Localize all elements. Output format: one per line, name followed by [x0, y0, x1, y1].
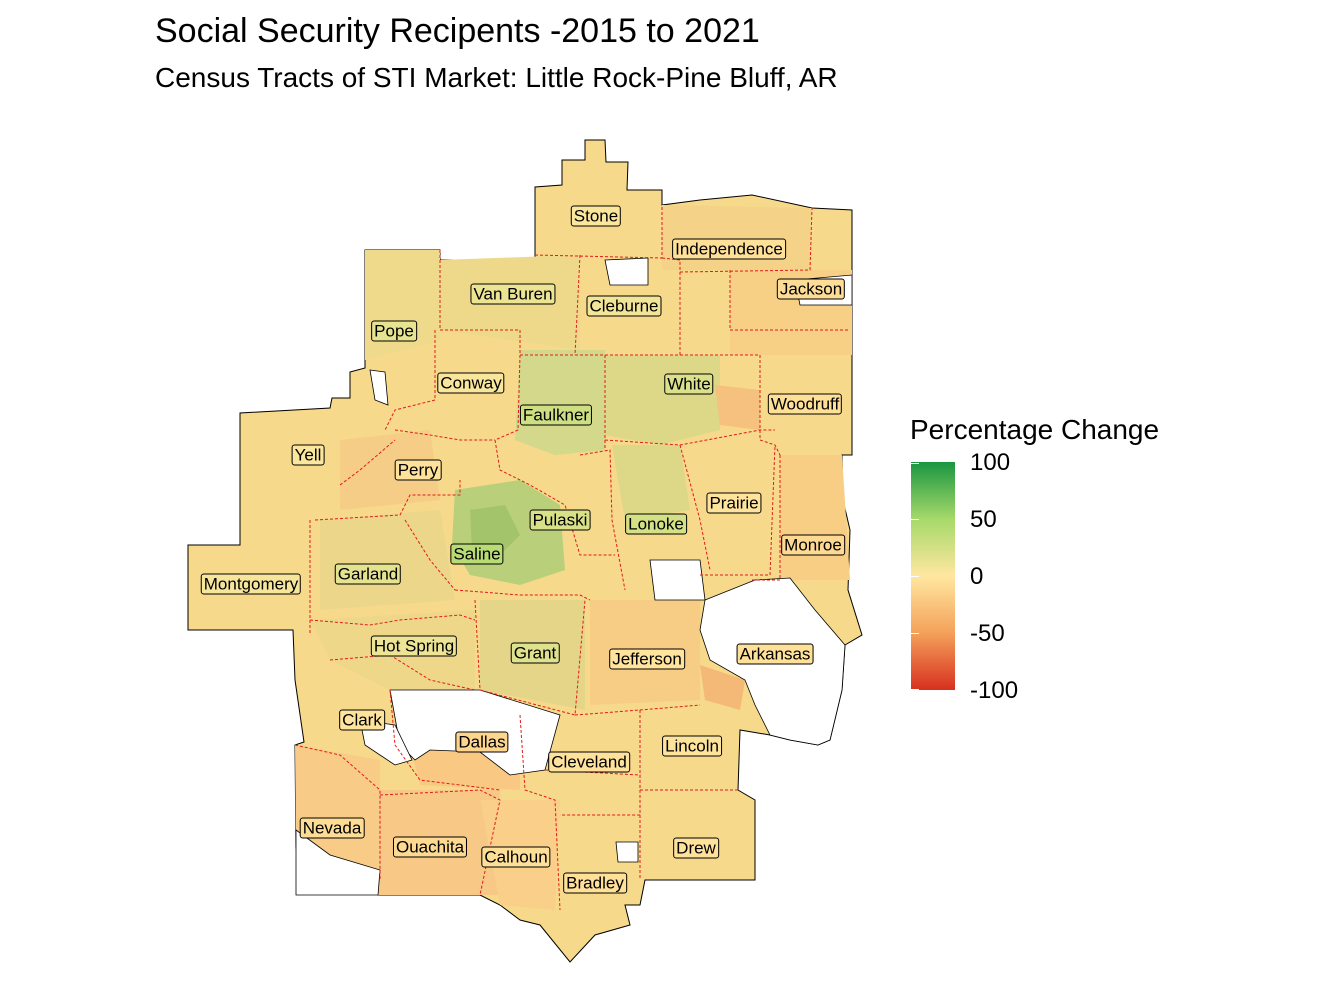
- hole-conway: [369, 369, 389, 406]
- county-label-drew: Drew: [673, 837, 719, 859]
- boundary-perry-south: [314, 480, 461, 521]
- boundary-cleveland: [544, 769, 641, 816]
- county-label-perry: Perry: [394, 459, 442, 481]
- hole-clark: [359, 719, 413, 766]
- tract-perry: [340, 430, 440, 510]
- county-label-yell: Yell: [291, 444, 325, 466]
- boundary-lincoln: [639, 710, 740, 791]
- legend-tickmark: [911, 463, 919, 464]
- county-label-garland: Garland: [334, 563, 402, 585]
- tract-nevada: [295, 745, 380, 870]
- county-label-pope: Pope: [371, 320, 417, 342]
- boundary-pulaski: [494, 439, 615, 556]
- legend-title: Percentage Change: [910, 414, 1160, 445]
- map-subtitle: Census Tracts of STI Market: Little Rock…: [155, 62, 838, 93]
- county-label-cleburne: Cleburne: [586, 295, 662, 317]
- county-label-hotspring: Hot Spring: [370, 635, 458, 657]
- county-label-clark: Clark: [339, 709, 385, 731]
- legend-tickmark: [911, 633, 919, 634]
- county-label-grant: Grant: [510, 642, 560, 664]
- county-label-faulkner: Faulkner: [519, 404, 593, 426]
- tract-lonoke-green: [612, 445, 690, 520]
- boundary-independence: [679, 207, 813, 273]
- boundary-clark-east: [389, 689, 501, 791]
- tract-monroe: [780, 455, 850, 580]
- legend-tick-label: 50: [970, 506, 997, 533]
- county-label-white: White: [664, 373, 714, 395]
- boundary-faulkner-west: [494, 354, 521, 441]
- boundary-cleburne-east: [661, 257, 681, 355]
- county-label-lincoln: Lincoln: [662, 735, 722, 757]
- county-label-bradley: Bradley: [563, 872, 627, 894]
- hole-cleburne: [604, 257, 649, 286]
- county-label-cleveland: Cleveland: [548, 751, 630, 773]
- boundary-calhoun: [519, 714, 561, 911]
- tract-garland-green: [320, 510, 455, 610]
- boundary-monroe: [750, 455, 781, 581]
- county-label-independence: Independence: [672, 238, 786, 260]
- legend-tick-label: -100: [970, 677, 1019, 704]
- tract-woodruff-orange: [715, 385, 760, 430]
- boundary-lonoke-east: [679, 444, 711, 571]
- boundary-grant: [474, 599, 586, 716]
- boundary-white-south: [604, 429, 775, 446]
- county-label-woodruff: Woodruff: [767, 393, 843, 415]
- boundary-garland-south: [309, 614, 476, 626]
- legend-tickmark: [911, 689, 919, 690]
- boundary-conway-west: [384, 330, 436, 431]
- boundary-vanburen-cleburne: [574, 254, 581, 356]
- legend-tickmark: [911, 576, 919, 577]
- county-label-monroe: Monroe: [781, 534, 845, 556]
- hole-nevada: [295, 829, 381, 896]
- county-label-prairie: Prairie: [706, 492, 762, 514]
- county-label-jefferson: Jefferson: [609, 648, 685, 670]
- legend-tick-label: -50: [970, 620, 1005, 647]
- boundary-vanburen-south: [440, 329, 521, 355]
- boundary-woodruff: [720, 354, 781, 456]
- county-label-conway: Conway: [437, 372, 505, 394]
- county-label-stone: Stone: [570, 205, 622, 227]
- boundary-prairie: [700, 444, 776, 576]
- tract-white-green: [605, 355, 720, 445]
- tract-independence: [662, 205, 812, 270]
- boundary-jackson: [729, 270, 850, 331]
- boundary-pulaski-east: [579, 449, 626, 591]
- tract-faulkner-green: [515, 350, 605, 455]
- county-label-saline: Saline: [450, 543, 504, 565]
- boundary-nevada: [294, 744, 381, 880]
- legend-tick-label: 100: [970, 449, 1011, 476]
- boundary-hotspring-south: [329, 654, 476, 691]
- boundary-saline-south: [454, 589, 591, 601]
- boundary-yell-east: [394, 429, 495, 441]
- county-label-calhoun: Calhoun: [481, 846, 551, 868]
- hole-drew: [615, 841, 639, 863]
- county-label-nevada: Nevada: [299, 817, 365, 839]
- boundary-saline-west: [404, 519, 456, 591]
- county-label-jackson: Jackson: [776, 278, 846, 300]
- county-label-montgomery: Montgomery: [200, 573, 302, 595]
- legend-tick-label: 0: [970, 563, 984, 590]
- boundary-perry: [339, 439, 396, 486]
- county-label-lonoke: Lonoke: [625, 513, 687, 535]
- hole-lonoke: [649, 559, 706, 601]
- legend-tickmark: [911, 519, 919, 520]
- tract-saline-dark: [470, 505, 520, 555]
- county-label-ouachita: Ouachita: [392, 836, 468, 858]
- county-label-arkansas: Arkansas: [736, 643, 814, 665]
- tract-jefferson-orange: [700, 665, 745, 710]
- county-label-pulaski: Pulaski: [529, 509, 591, 531]
- county-label-dallas: Dallas: [455, 731, 509, 753]
- map-title: Social Security Recipents -2015 to 2021: [155, 12, 760, 50]
- county-label-vanburen: Van Buren: [470, 283, 556, 305]
